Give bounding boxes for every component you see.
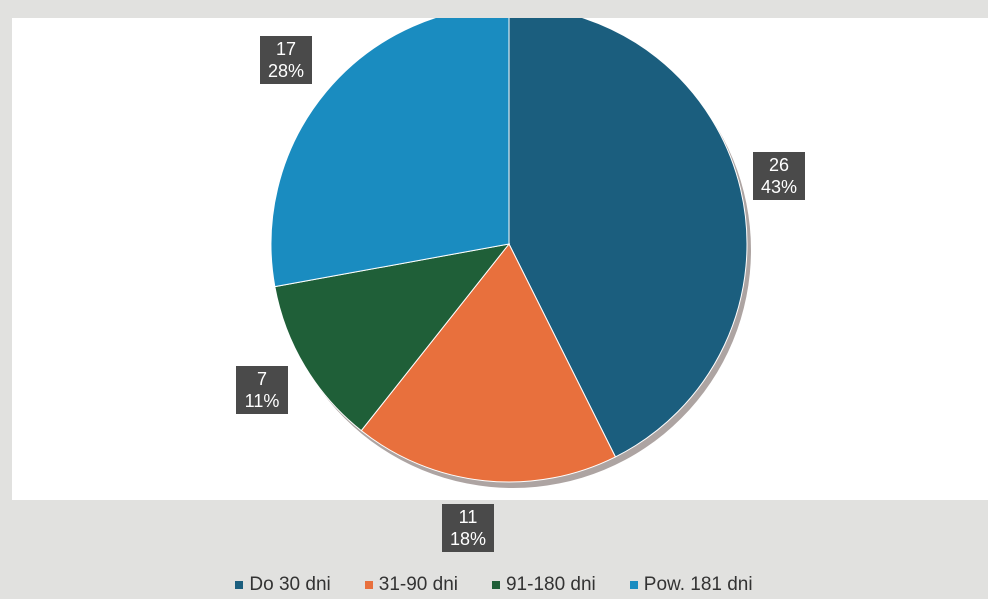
legend-label: 31-90 dni [378, 574, 458, 595]
legend-label: 91-180 dni [505, 574, 596, 595]
data-label-value: 7 [256, 369, 267, 389]
legend-item-pow-181-dni: Pow. 181 dni [629, 574, 753, 596]
plot-area: 26 43% 11 18% 7 11% 17 28% [12, 18, 988, 552]
pie-slice-31-90-dni [360, 243, 617, 483]
legend-item-91-180-dni: 91-180 dni [491, 574, 596, 596]
data-label-value: 26 [768, 155, 790, 175]
legend-swatch [364, 581, 373, 589]
data-label-do-30-dni: 26 43% [753, 152, 805, 200]
pie-slice-do-30-dni [508, 18, 748, 458]
pie-slice-91-180-dni [274, 243, 511, 432]
legend: Do 30 dni 31-90 dni 91-180 dni Pow. 181 … [0, 574, 988, 596]
data-label-percent: 11% [244, 391, 280, 411]
data-label-pow-181-dni: 17 28% [260, 36, 312, 84]
data-label-31-90-dni: 11 18% [442, 504, 494, 552]
data-label-percent: 28% [267, 61, 305, 81]
data-label-value: 11 [458, 507, 478, 527]
data-label-percent: 18% [449, 529, 487, 549]
data-label-value: 17 [275, 39, 297, 59]
pie-chart [270, 18, 751, 488]
legend-swatch [491, 581, 500, 589]
legend-label: Do 30 dni [249, 574, 331, 595]
legend-item-do-30-dni: Do 30 dni [235, 574, 331, 596]
legend-swatch [235, 581, 244, 589]
legend-swatch [629, 581, 638, 589]
data-label-91-180-dni: 7 11% [236, 366, 288, 414]
pie-slice-pow-181-dni [270, 18, 510, 288]
legend-label: Pow. 181 dni [643, 574, 753, 595]
data-label-percent: 43% [760, 177, 798, 197]
legend-item-31-90-dni: 31-90 dni [364, 574, 458, 596]
